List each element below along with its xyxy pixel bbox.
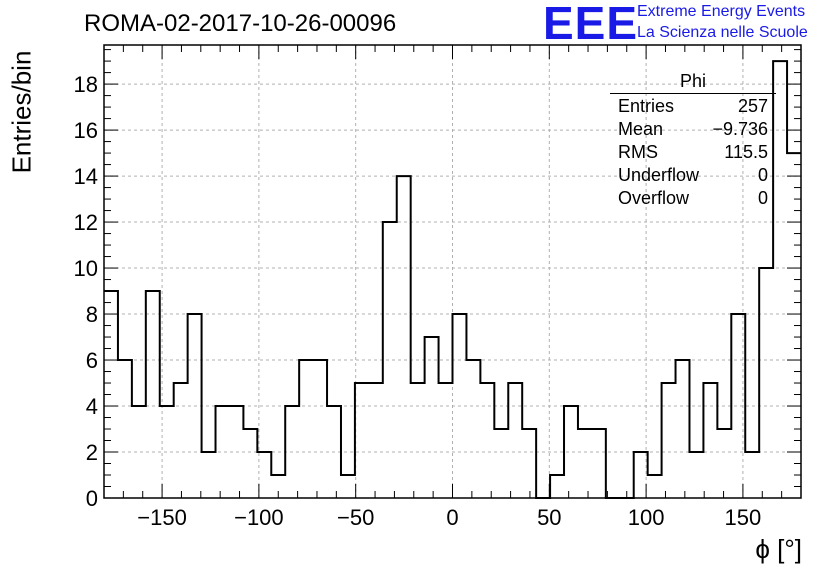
x-tick-label: −150 [137,505,187,530]
x-tick-label: −50 [337,505,374,530]
x-tick-label: 50 [537,505,561,530]
y-tick-label: 4 [86,394,98,419]
logo-subtitle-line2: La Scienza nelle Scuole [637,24,808,41]
stats-value: 257 [737,96,768,116]
y-tick-label: 10 [74,256,98,281]
stats-label: Mean [618,119,664,139]
stats-value: 115.5 [724,142,768,162]
y-tick-label: 14 [74,164,98,189]
stats-row-overflow: Overflow 0 [610,187,776,210]
stats-title: Phi [610,70,776,94]
stats-row-entries: Entries 257 [610,95,776,118]
x-tick-label: 100 [628,505,665,530]
y-tick-label: 18 [74,72,98,97]
stats-value: 0 [757,165,768,185]
x-tick-label: 150 [725,505,762,530]
stats-value: 0 [757,188,768,208]
stats-label: RMS [618,142,658,162]
stats-value: −9.736 [712,119,768,139]
eee-logo: EEE [543,0,639,49]
plot-frame [103,44,802,499]
y-tick-label: 16 [74,118,98,143]
y-tick-label: 8 [86,302,98,327]
x-tick-label: −100 [234,505,284,530]
x-axis-label: ϕ [°] [755,534,802,564]
x-tick-label: 0 [446,505,458,530]
run-title: ROMA-02-2017-10-26-00096 [84,10,397,37]
y-axis-label: Entries/bin [6,50,37,174]
histogram-line [104,60,801,499]
stats-row-mean: Mean −9.736 [610,118,776,141]
stats-label: Underflow [618,165,700,185]
y-tick-label: 0 [86,486,98,511]
y-tick-label: 12 [74,210,98,235]
y-tick-label: 2 [86,440,98,465]
stats-box: Phi Entries 257 Mean −9.736 RMS 115.5 Un… [610,70,776,210]
y-tick-label: 6 [86,348,98,373]
stats-label: Entries [618,96,675,116]
stats-label: Overflow [618,188,690,208]
stats-row-underflow: Underflow 0 [610,164,776,187]
stats-row-rms: RMS 115.5 [610,141,776,164]
logo-subtitle-line1: Extreme Energy Events [637,3,806,20]
